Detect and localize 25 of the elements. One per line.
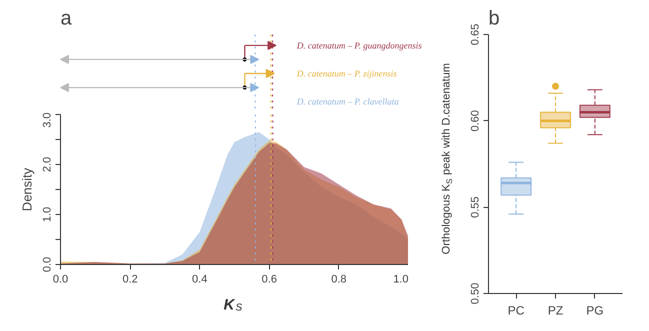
text: D. catenatum – P. zijinensis xyxy=(296,68,398,78)
chart-title: b xyxy=(488,8,500,30)
x-tick-label: 0.4 xyxy=(192,274,208,286)
y-tick-label: 1.0 xyxy=(42,206,54,222)
x-tick-label: PZ xyxy=(548,304,564,318)
text: D. catenatum – P. clavellata xyxy=(296,96,400,107)
y-tick-label: 0.50 xyxy=(470,282,482,304)
x-axis-title: KS xyxy=(224,296,242,314)
y-tick-label: 3.0 xyxy=(42,112,54,128)
y-tick-label: 0.55 xyxy=(470,196,482,218)
y-tick-label: 0.60 xyxy=(470,110,482,132)
y-tick-label: 0.0 xyxy=(42,256,54,272)
x-tick-label: PC xyxy=(508,304,525,318)
legend-label: D. catenatum – P. guangdongensis xyxy=(296,40,422,50)
x-tick-label: PG xyxy=(586,304,604,318)
x-tick-label: 1.0 xyxy=(393,274,409,286)
y-tick-label: 2.0 xyxy=(42,156,54,172)
y-tick-label: 0.65 xyxy=(470,24,482,46)
y-axis-title: Orthologous KS peak with D.catenatum xyxy=(440,63,454,254)
y-axis-title: Density xyxy=(20,167,34,212)
x-tick-label: 0.0 xyxy=(52,274,68,286)
chart-title: a xyxy=(60,8,72,30)
x-tick-label: 0.8 xyxy=(331,274,347,286)
x-tick-label: 0.2 xyxy=(122,274,138,286)
x-tick-label: 0.6 xyxy=(262,274,277,286)
